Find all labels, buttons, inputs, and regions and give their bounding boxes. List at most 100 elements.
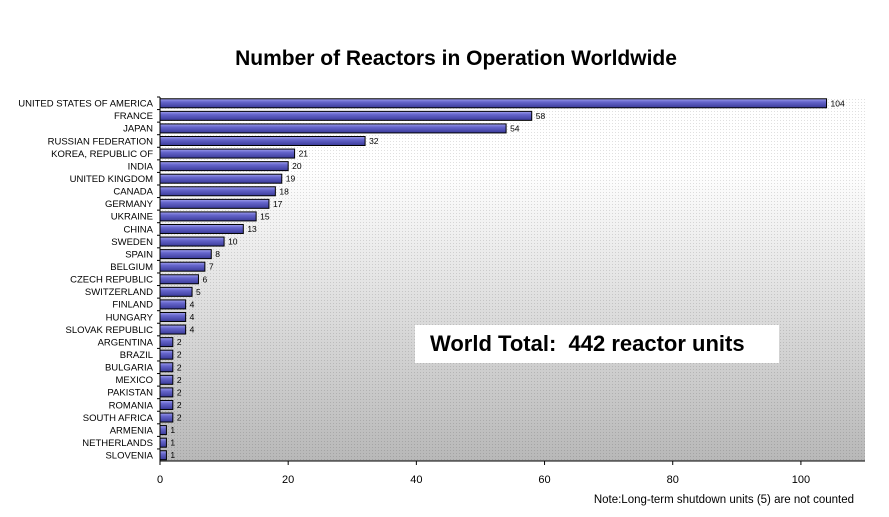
value-label-china: 13 [247, 224, 257, 234]
category-label-switzerland: SWITZERLAND [85, 287, 153, 298]
category-label-south-africa: SOUTH AFRICA [83, 413, 154, 424]
category-label-bulgaria: BULGARIA [105, 363, 154, 374]
annotation-background [415, 325, 779, 363]
category-label-pakistan: PAKISTAN [107, 388, 153, 399]
bar-bulgaria [159, 362, 174, 373]
bar-china [159, 223, 244, 234]
category-label-united-kingdom: UNITED KINGDOM [70, 174, 153, 185]
bar-romania [159, 399, 174, 410]
category-label-spain: SPAIN [125, 249, 153, 260]
bar-hungary [159, 311, 187, 322]
bar-spain [159, 249, 212, 260]
x-tick-label-0: 0 [157, 474, 163, 486]
category-label-korea-republic-of: KOREA, REPUBLIC OF [51, 149, 153, 160]
value-label-france: 58 [536, 111, 546, 121]
value-label-ukraine: 15 [260, 211, 270, 221]
category-label-slovenia: SLOVENIA [105, 451, 153, 462]
category-label-germany: GERMANY [105, 199, 154, 210]
category-label-hungary: HUNGARY [106, 312, 154, 323]
bar-south-africa [159, 412, 174, 423]
bar-germany [159, 198, 270, 209]
value-label-czech-republic: 6 [202, 274, 207, 284]
bar-finland [159, 299, 187, 310]
value-label-romania: 2 [177, 400, 182, 410]
category-label-slovak-republic: SLOVAK REPUBLIC [66, 325, 154, 336]
value-label-south-africa: 2 [177, 413, 182, 423]
value-label-united-kingdom: 19 [286, 174, 296, 184]
bar-ukraine [159, 211, 257, 222]
category-label-india: INDIA [128, 161, 154, 172]
footnote: Note:Long-term shutdown units (5) are no… [594, 494, 854, 506]
value-label-sweden: 10 [228, 237, 238, 247]
bar-united-kingdom [159, 173, 283, 184]
category-label-netherlands: NETHERLANDS [82, 438, 153, 449]
bar-japan [159, 123, 507, 134]
value-label-netherlands: 1 [170, 438, 175, 448]
category-label-belgium: BELGIUM [110, 262, 153, 273]
category-label-finland: FINLAND [112, 300, 153, 311]
value-label-hungary: 4 [190, 312, 195, 322]
bar-mexico [159, 374, 174, 385]
bar-netherlands [159, 437, 167, 448]
category-label-ukraine: UKRAINE [111, 212, 153, 223]
category-label-sweden: SWEDEN [111, 237, 153, 248]
category-label-mexico: MEXICO [116, 375, 153, 386]
value-label-switzerland: 5 [196, 287, 201, 297]
bar-france [159, 110, 533, 121]
bar-switzerland [159, 286, 193, 297]
value-label-belgium: 7 [209, 262, 214, 272]
chart-title: Number of Reactors in Operation Worldwid… [235, 47, 677, 70]
value-label-germany: 17 [273, 199, 283, 209]
world-total-annotation: World Total: 442 reactor units [430, 331, 745, 356]
category-label-china: CHINA [123, 224, 153, 235]
value-label-canada: 18 [279, 186, 289, 196]
value-label-russian-federation: 32 [369, 136, 379, 146]
x-tick-label-20: 20 [282, 474, 294, 486]
x-tick-label-60: 60 [538, 474, 550, 486]
bar-india [159, 161, 289, 172]
bar-slovak-republic [159, 324, 187, 335]
bar-korea-republic-of [159, 148, 296, 159]
category-label-france: FRANCE [114, 111, 153, 122]
category-label-united-states-of-america: UNITED STATES OF AMERICA [18, 99, 153, 110]
bar-brazil [159, 349, 174, 360]
annotation-box: World Total: 442 reactor units [415, 325, 779, 363]
bar-sweden [159, 236, 225, 247]
value-label-bulgaria: 2 [177, 362, 182, 372]
value-label-armenia: 1 [170, 425, 175, 435]
value-label-united-states-of-america: 104 [831, 98, 845, 108]
category-label-brazil: BRAZIL [120, 350, 153, 361]
bar-russian-federation [159, 135, 366, 146]
category-label-romania: ROMANIA [109, 400, 154, 411]
value-label-korea-republic-of: 21 [299, 149, 309, 159]
category-label-japan: JAPAN [123, 124, 153, 135]
bar-slovenia [159, 450, 167, 461]
value-label-japan: 54 [510, 123, 520, 133]
x-tick-label-80: 80 [667, 474, 679, 486]
bar-armenia [159, 425, 167, 436]
bar-czech-republic [159, 274, 199, 285]
category-label-czech-republic: CZECH REPUBLIC [70, 275, 153, 286]
bar-united-states-of-america [159, 98, 828, 109]
value-label-slovenia: 1 [170, 450, 175, 460]
value-label-brazil: 2 [177, 350, 182, 360]
value-label-spain: 8 [215, 249, 220, 259]
bar-pakistan [159, 387, 174, 398]
category-label-argentina: ARGENTINA [98, 337, 154, 348]
x-tick-label-100: 100 [792, 474, 810, 486]
value-label-argentina: 2 [177, 337, 182, 347]
bar-canada [159, 186, 276, 197]
x-tick-label-40: 40 [410, 474, 422, 486]
category-label-armenia: ARMENIA [110, 425, 154, 436]
bar-argentina [159, 337, 174, 348]
value-label-pakistan: 2 [177, 387, 182, 397]
value-label-mexico: 2 [177, 375, 182, 385]
value-label-slovak-republic: 4 [190, 325, 195, 335]
bar-belgium [159, 261, 206, 272]
value-label-finland: 4 [190, 299, 195, 309]
category-label-canada: CANADA [113, 187, 153, 198]
value-label-india: 20 [292, 161, 302, 171]
